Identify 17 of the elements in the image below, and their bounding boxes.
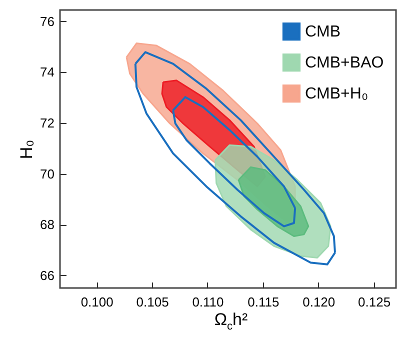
legend-label: CMB+H₀ — [305, 86, 368, 102]
legend-label: CMB — [305, 24, 341, 40]
x-tick-label: 0.110 — [192, 294, 224, 310]
x-tick-label: 0.100 — [80, 294, 114, 310]
y-tick-label: 70 — [40, 166, 54, 182]
x-axis-title: Ω$_{c}$h² — [213, 310, 249, 332]
x-tick-label: 0.115 — [248, 294, 280, 310]
y-tick-label: 68 — [40, 217, 54, 232]
y-tick-label: 72 — [40, 115, 54, 130]
y-axis-title: H₀ — [17, 140, 36, 160]
legend-label: CMB+BAO — [305, 54, 384, 72]
x-tick-label: 0.105 — [136, 294, 169, 310]
y-tick-label: 74 — [40, 64, 54, 80]
x-tick-label: 0.125 — [358, 294, 391, 310]
y-tick-label: 76 — [40, 14, 54, 29]
y-tick-label: 66 — [40, 268, 54, 283]
x-tick-label: 0.120 — [302, 294, 336, 310]
